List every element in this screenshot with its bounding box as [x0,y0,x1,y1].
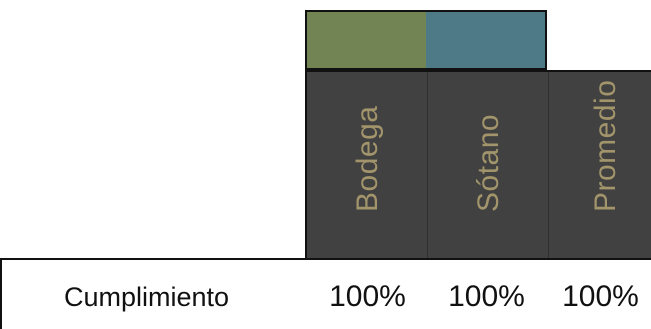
legend-swatch-bodega [305,10,426,70]
column-header-label: Sótano [471,113,505,212]
row-label: Cumplimiento [64,282,230,312]
column-divider [427,72,428,260]
legend-swatch-sotano [426,10,547,70]
column-header-bodega[interactable]: Bodega [307,72,428,260]
cell-bodega: 100% [329,280,406,313]
column-header-panel: Bodega Sótano Promedio [305,70,651,260]
column-header-label: Bodega [350,105,384,212]
cell-promedio: 100% [562,280,639,313]
column-header-promedio[interactable]: Promedio [545,72,651,260]
column-divider [548,72,549,260]
column-header-sotano[interactable]: Sótano [428,72,549,260]
column-header-label: Promedio [588,79,622,212]
table-row: Cumplimiento 100% 100% 100% [0,258,651,329]
cell-sotano: 100% [448,280,525,313]
